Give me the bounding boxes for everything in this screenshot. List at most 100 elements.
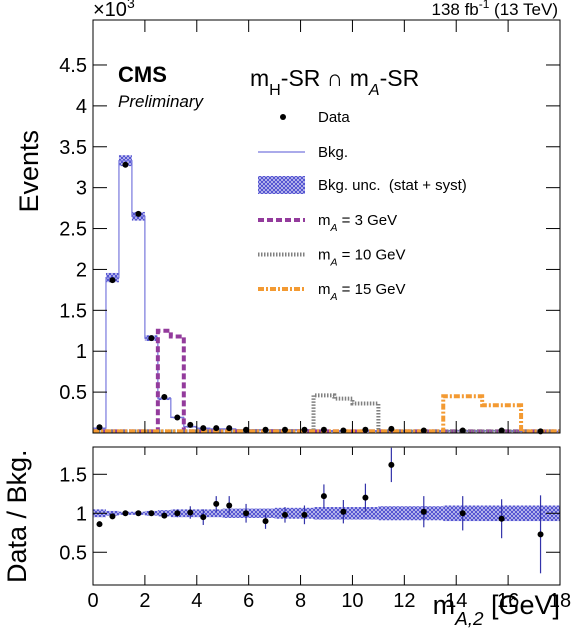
ratio-point [301, 511, 308, 518]
y-label: Events [14, 130, 44, 213]
ratio-y-tick-label: 0.5 [59, 542, 87, 564]
y-multiplier: ×103 [93, 0, 135, 21]
ratio-point [362, 494, 369, 501]
data-point [135, 210, 142, 217]
ratio-unc-band [313, 507, 335, 520]
ratio-point [122, 510, 129, 517]
y-tick-label: 0.5 [59, 382, 87, 404]
text-part: -1 [479, 0, 490, 11]
top-frame [92, 19, 561, 434]
x-tick-label: 16 [497, 590, 519, 612]
legend-label: mA = 15 GeV [318, 281, 405, 303]
data-point [320, 426, 327, 433]
text-part: = 3 GeV [338, 212, 398, 229]
ratio-point [226, 502, 233, 509]
text-part: A [330, 291, 338, 303]
x-tick-label: 10 [341, 590, 363, 612]
data-point [109, 277, 116, 284]
ratio-point [200, 514, 207, 521]
text-part: m [318, 281, 331, 298]
text-part: [GeV] [483, 590, 560, 620]
data-point [301, 426, 308, 433]
ratio-point [281, 511, 288, 518]
ratio-point [340, 508, 347, 515]
data-point [122, 161, 129, 168]
text-part: A [330, 257, 338, 269]
data-point [262, 426, 269, 433]
ratio-point [537, 531, 544, 538]
ratio-point [135, 510, 142, 517]
data-point [459, 427, 466, 434]
data-point [498, 427, 505, 434]
text-part: m [318, 247, 331, 264]
x-label: mA,2 [GeV] [433, 590, 560, 630]
legend-label: Bkg. [318, 144, 348, 161]
region-label: mH-SR ∩ mA-SR [250, 65, 419, 99]
ratio-point [109, 513, 116, 520]
data-point [388, 425, 395, 432]
text-part: A [330, 222, 338, 234]
text-part: A [368, 81, 380, 99]
ratio-point [388, 461, 395, 468]
status: Preliminary [118, 92, 205, 111]
y-tick-label: 4 [76, 96, 87, 118]
data-point [187, 421, 194, 428]
data-point [243, 426, 250, 433]
ratio-point [213, 500, 220, 507]
x-tick-label: 8 [295, 590, 306, 612]
text-part: m [318, 212, 331, 229]
ratio-y-label: Data / Bkg. [2, 449, 32, 583]
ratio-point [262, 518, 269, 525]
text-part: -SR ∩ m [281, 65, 369, 91]
x-tick-label: 14 [445, 590, 467, 612]
data-point [161, 394, 168, 401]
ratio-unc-band [209, 509, 223, 518]
data-point [200, 425, 207, 432]
data-point [281, 426, 288, 433]
ratio-point [498, 515, 505, 522]
y-tick-label: 2.5 [59, 219, 87, 241]
legend-label: mA = 3 GeV [318, 212, 397, 234]
y-tick-label: 4.5 [59, 55, 87, 77]
ratio-point [187, 509, 194, 516]
y-tick-label: 1.5 [59, 300, 87, 322]
data-point [362, 426, 369, 433]
ratio-unc-band [352, 507, 379, 520]
data-point [148, 335, 155, 342]
x-tick-label: 0 [87, 590, 98, 612]
x-tick-label: 6 [243, 590, 254, 612]
x-tick-label: 18 [549, 590, 571, 612]
data-point [340, 427, 347, 434]
ratio-point [174, 510, 181, 517]
text-part: 138 fb [431, 0, 478, 19]
ratio-unc-band [378, 506, 405, 521]
legend-label: Bkg. unc. (stat + syst) [318, 177, 467, 194]
y-tick-label: 1 [76, 341, 87, 363]
ratio-y-tick-label: 1 [76, 503, 87, 525]
ratio-point [459, 510, 466, 517]
lumi-label: 138 fb-1 (13 TeV) [431, 0, 558, 19]
x-tick-label: 4 [191, 590, 202, 612]
ratio-point [243, 510, 250, 517]
y-tick-label: 2 [76, 259, 87, 281]
text-part: 3 [127, 0, 135, 11]
data-point [174, 414, 181, 421]
legend-label: Data [318, 109, 350, 126]
x-tick-label: 12 [393, 590, 415, 612]
text-part: H [269, 81, 281, 99]
y-tick-label: 3.5 [59, 137, 87, 159]
text-part: (13 TeV) [489, 0, 558, 19]
y-tick-label: 3 [76, 178, 87, 200]
data-point [226, 425, 233, 432]
ratio-y-tick-label: 1.5 [59, 464, 87, 486]
text-part: A,2 [454, 609, 484, 630]
legend-marker [258, 176, 305, 194]
data-point [96, 424, 103, 431]
text-part: -SR [380, 65, 420, 91]
signal-line [93, 394, 560, 434]
ratio-point [320, 493, 327, 500]
ratio-point [148, 510, 155, 517]
ratio-point [96, 521, 103, 528]
